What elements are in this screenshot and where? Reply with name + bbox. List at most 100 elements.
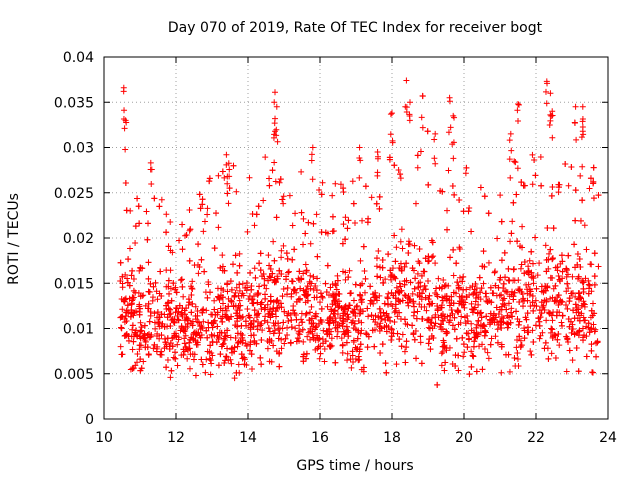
data-point	[296, 328, 303, 335]
data-point	[158, 332, 165, 339]
data-point	[373, 200, 380, 207]
data-point	[524, 297, 531, 304]
data-point	[262, 154, 269, 161]
data-point	[387, 111, 394, 118]
data-point	[375, 248, 382, 254]
data-point	[498, 343, 505, 350]
data-point	[386, 154, 393, 161]
data-point	[473, 368, 480, 375]
data-point	[158, 196, 165, 203]
data-point	[547, 295, 554, 302]
data-point	[364, 219, 371, 226]
data-point	[153, 332, 160, 339]
data-point	[585, 277, 592, 284]
data-point	[439, 326, 446, 333]
data-point	[423, 317, 430, 324]
data-point	[450, 139, 457, 146]
data-point	[459, 293, 466, 300]
data-point	[303, 355, 310, 362]
data-point	[567, 318, 574, 325]
data-point	[514, 356, 521, 363]
data-point	[566, 323, 573, 330]
data-point	[120, 297, 127, 304]
data-point	[360, 364, 367, 371]
data-point	[518, 179, 525, 186]
data-point	[542, 242, 549, 249]
data-point	[145, 220, 152, 227]
data-point	[181, 340, 188, 347]
x-tick-label: 14	[239, 430, 257, 446]
data-point	[372, 312, 379, 319]
data-point	[178, 309, 185, 316]
data-point	[197, 334, 204, 341]
data-point	[498, 369, 505, 376]
data-point	[130, 276, 137, 283]
data-point	[517, 243, 524, 250]
data-point	[125, 337, 132, 344]
data-point	[416, 245, 423, 252]
data-point	[222, 333, 229, 340]
data-point	[130, 287, 137, 294]
data-point	[411, 309, 418, 316]
data-point	[204, 205, 211, 212]
data-point	[586, 282, 593, 289]
data-point	[543, 317, 550, 324]
data-point	[227, 278, 234, 285]
data-point	[172, 304, 179, 311]
data-point	[241, 361, 248, 368]
data-point	[296, 322, 303, 329]
data-point	[424, 278, 431, 285]
data-point	[595, 192, 602, 199]
data-point	[147, 309, 154, 316]
data-point	[215, 362, 222, 369]
data-point	[571, 315, 578, 322]
data-point	[233, 188, 240, 195]
data-point	[526, 286, 533, 293]
data-point	[479, 341, 486, 348]
data-point	[303, 267, 310, 274]
data-point	[324, 303, 331, 310]
data-point	[225, 200, 232, 207]
data-point	[389, 139, 396, 146]
data-point	[261, 282, 268, 289]
data-point	[362, 275, 369, 282]
data-point	[541, 345, 548, 352]
data-point	[233, 284, 240, 291]
data-point	[412, 275, 419, 282]
data-point	[514, 238, 521, 245]
data-point	[204, 294, 211, 301]
data-point	[417, 279, 424, 286]
data-point	[460, 273, 467, 280]
data-point	[146, 288, 153, 295]
data-point	[555, 292, 562, 299]
data-point	[526, 291, 533, 298]
data-point	[239, 290, 246, 297]
data-point	[287, 339, 294, 346]
data-point	[137, 305, 144, 312]
data-point	[209, 332, 216, 339]
data-point	[220, 300, 227, 307]
data-point	[518, 261, 525, 268]
data-point	[402, 292, 409, 299]
data-point	[342, 310, 349, 317]
data-point	[542, 287, 549, 294]
data-point	[246, 174, 253, 181]
data-point	[549, 134, 556, 141]
data-point	[532, 234, 539, 241]
data-point	[374, 155, 381, 162]
data-point	[291, 310, 298, 317]
data-point	[271, 327, 278, 334]
data-point	[122, 146, 129, 153]
data-point	[199, 361, 206, 368]
data-point	[167, 219, 174, 226]
data-point	[468, 300, 475, 307]
data-point	[193, 330, 200, 337]
data-point	[228, 349, 235, 356]
data-point	[434, 305, 441, 312]
data-point	[591, 281, 598, 288]
data-point	[376, 305, 383, 312]
data-point	[525, 329, 532, 336]
data-point	[527, 348, 534, 355]
data-point	[568, 164, 575, 171]
data-point	[401, 281, 408, 288]
